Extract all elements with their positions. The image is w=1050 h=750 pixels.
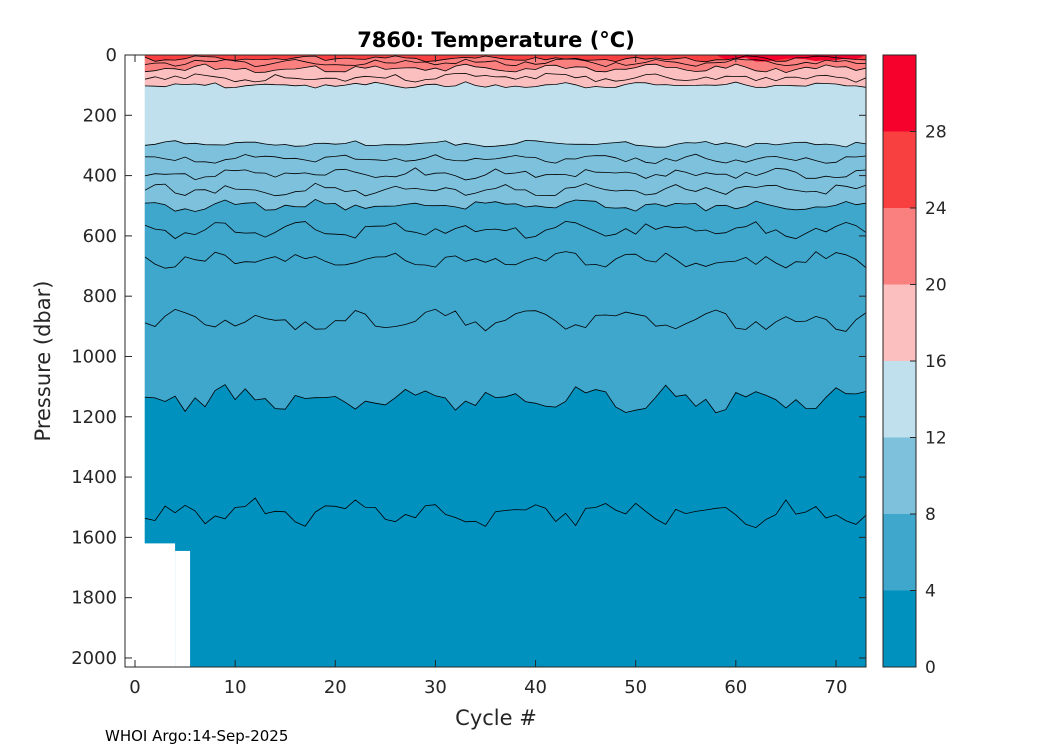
y-tick-label: 1800 [71, 588, 117, 609]
colorbar-segment [883, 55, 916, 132]
chart-title: 7860: Temperature (°C) [357, 28, 635, 52]
isotherm-12 [144, 140, 866, 148]
x-tick-label: 70 [825, 677, 848, 698]
colorbar-tick-label: 0 [925, 658, 936, 678]
x-tick-label: 60 [724, 677, 747, 698]
isotherm-7 [144, 220, 866, 240]
y-tick-label: 1600 [71, 527, 117, 548]
isotherm-9 [144, 182, 866, 197]
colorbar-tick-label: 24 [925, 199, 947, 219]
y-tick-label: 0 [106, 45, 117, 66]
y-axis-label: Pressure (dbar) [31, 281, 55, 442]
contour-bands [144, 55, 866, 667]
colorbar-segment [883, 208, 916, 285]
x-tick-label: 20 [324, 677, 347, 698]
colorbar-segment [883, 590, 916, 667]
y-tick-label: 600 [83, 226, 117, 247]
y-tick-label: 1200 [71, 407, 117, 428]
y-tick-label: 800 [83, 286, 117, 307]
colorbar-segment [883, 361, 916, 438]
isotherm-5 [144, 308, 866, 332]
isotherm-6 [144, 251, 866, 269]
contour-plot: 0 10 20 30 40 50 60 70 0 200 400 600 800 1000 1200 140… [71, 45, 867, 698]
band-4-8 [144, 199, 866, 414]
colorbar-segment [883, 131, 916, 208]
isotherm-10 [144, 167, 866, 181]
band-8-12 [144, 140, 866, 212]
isotherm-16 [144, 72, 866, 83]
colorbar-tick-label: 8 [925, 505, 936, 525]
colorbar-segments [883, 55, 916, 667]
x-axis: 0 10 20 30 40 50 60 70 [129, 55, 847, 698]
y-tick-label: 400 [83, 166, 117, 187]
colorbar-segment [883, 514, 916, 591]
isotherm-20 [144, 58, 866, 68]
x-tick-label: 30 [424, 677, 447, 698]
no-data-early-deep [136, 543, 176, 667]
y-axis: 0 200 400 600 800 1000 1200 1400 1600 1800 2000 [71, 45, 866, 669]
colorbar-segment [883, 284, 916, 361]
band-12-16 [144, 81, 866, 148]
colorbar-tick-label: 16 [925, 352, 947, 372]
isotherm-22 [144, 55, 866, 63]
colorbar-tick-label: 28 [925, 123, 947, 143]
plot-frame [124, 54, 867, 668]
no-data-masks [125, 55, 191, 667]
contour-lines [144, 55, 866, 529]
colorbar-tick-label: 12 [925, 429, 947, 449]
y-tick-label: 2000 [71, 648, 117, 669]
x-tick-label: 0 [129, 677, 140, 698]
y-tick-label: 1000 [71, 346, 117, 367]
colorbar-ticks: 0 4 8 12 16 20 24 28 [910, 123, 947, 678]
colorbar-tick-label: 20 [925, 276, 947, 296]
isotherm-18 [144, 63, 866, 74]
isotherm-14 [144, 81, 866, 89]
isotherm-4 [144, 384, 866, 414]
no-data-left [125, 55, 137, 667]
y-tick-label: 200 [83, 105, 117, 126]
y-tick-label: 1400 [71, 467, 117, 488]
x-tick-label: 10 [224, 677, 247, 698]
x-axis-label: Cycle # [455, 706, 537, 730]
footer-stamp: WHOI Argo:14-Sep-2025 [105, 727, 288, 745]
no-data-early-deep-2 [175, 550, 191, 667]
colorbar-segment [883, 437, 916, 514]
isotherm-8 [144, 198, 866, 212]
isotherm-3 [144, 497, 866, 529]
x-tick-label: 40 [524, 677, 547, 698]
colorbar-tick-label: 4 [925, 582, 936, 602]
isotherm-11 [144, 153, 866, 164]
x-tick-label: 50 [624, 677, 647, 698]
colorbar: 0 4 8 12 16 20 24 28 [882, 54, 947, 678]
band-28-32 [145, 55, 866, 62]
